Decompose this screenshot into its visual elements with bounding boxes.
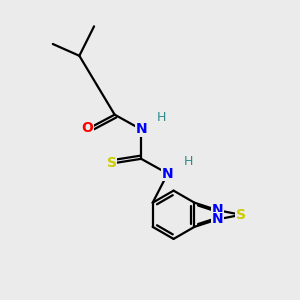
Text: O: O [81, 121, 93, 135]
Text: S: S [236, 208, 246, 222]
Text: N: N [162, 167, 173, 181]
Text: S: S [107, 156, 117, 170]
Text: H: H [157, 111, 167, 124]
Text: N: N [212, 203, 223, 217]
Text: H: H [184, 155, 193, 168]
Text: N: N [135, 122, 147, 136]
Text: N: N [212, 212, 223, 226]
